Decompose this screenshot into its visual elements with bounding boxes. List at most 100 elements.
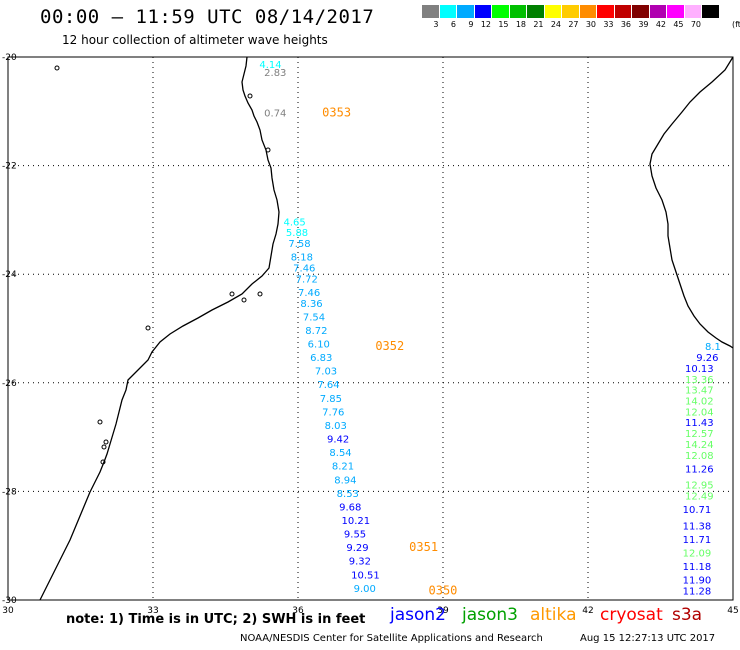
colorbar-label: 24 (550, 20, 561, 29)
colorbar-swatch (474, 5, 492, 18)
wave-height-label: 8.54 (329, 448, 351, 459)
island-outline (97, 419, 103, 425)
pass-time-label: 0353 (322, 106, 351, 120)
wave-height-label: 11.28 (683, 587, 712, 598)
colorbar-swatch (597, 5, 615, 18)
latitude-label: -30 (2, 596, 17, 606)
colorbar-swatch (544, 5, 562, 18)
colorbar-label: 33 (603, 20, 614, 29)
colorbar-swatch (614, 5, 632, 18)
wave-height-label: 9.42 (327, 435, 349, 446)
mozambique-coastline (39, 56, 280, 601)
wave-height-label: 10.21 (342, 516, 371, 527)
satellite-legend-altika: altika (530, 605, 577, 625)
wave-height-label: 9.29 (346, 543, 368, 554)
longitude-label: 30 (2, 606, 14, 616)
colorbar-swatch (579, 5, 597, 18)
wave-height-label: 8.72 (305, 326, 327, 337)
wave-height-label: 8.53 (337, 489, 359, 500)
wave-height-label: 9.55 (344, 530, 366, 541)
wave-height-label: 11.90 (683, 576, 712, 587)
footer-credit: NOAA/NESDIS Center for Satellite Applica… (240, 633, 543, 644)
wave-height-label: 10.51 (351, 570, 380, 581)
wave-height-label: 9.32 (349, 557, 371, 568)
wave-height-label: 8.1 (705, 342, 721, 353)
longitude-label: 36 (292, 606, 304, 616)
wave-height-label: 7.46 (293, 263, 315, 274)
colorbar-swatch (492, 5, 510, 18)
colorbar-swatch (632, 5, 650, 18)
colorbar-label: 36 (620, 20, 631, 29)
wave-height-label: 6.83 (310, 353, 332, 364)
satellite-legend-cryosat: cryosat (600, 605, 663, 625)
wave-height-label: 11.43 (685, 418, 714, 429)
island-outline (54, 65, 60, 71)
wave-height-label: 7.72 (296, 274, 318, 285)
island-outline (145, 325, 151, 331)
colorbar-label: 42 (655, 20, 666, 29)
page-title: 00:00 – 11:59 UTC 08/14/2017 (40, 6, 375, 28)
satellite-legend-jason2: jason2 (390, 605, 446, 625)
wave-height-label: 9.00 (354, 584, 376, 595)
island-outline (241, 297, 247, 303)
wave-height-label: 13.36 (685, 375, 714, 386)
footer-timestamp: Aug 15 12:27:13 UTC 2017 (580, 633, 716, 644)
wave-height-label: 6.10 (308, 340, 330, 351)
wave-height-label: 12.09 (683, 549, 712, 560)
colorbar-label: 12 (480, 20, 491, 29)
colorbar-label: 30 (585, 20, 596, 29)
wave-height-label: 7.58 (288, 239, 310, 250)
colorbar-label: 39 (638, 20, 649, 29)
wave-height-label: 4.65 (284, 217, 306, 228)
longitude-label: 45 (727, 606, 738, 616)
colorbar (422, 5, 720, 18)
wave-height-label: 10.71 (683, 505, 712, 516)
wave-height-label: 14.02 (685, 397, 714, 408)
note-text: note: 1) Time is in UTC; 2) SWH is in fe… (66, 612, 366, 627)
wave-height-label: 7.76 (322, 407, 344, 418)
colorbar-swatch (649, 5, 667, 18)
colorbar-label: 45 (673, 20, 684, 29)
wave-height-label: 13.47 (685, 386, 714, 397)
pass-time-label: 0351 (409, 540, 438, 554)
latitude-label: -22 (2, 162, 17, 172)
satellite-legend-s3a: s3a (672, 605, 703, 625)
latitude-label: -24 (2, 270, 17, 280)
colorbar-swatch (422, 5, 440, 18)
colorbar-labels: 3 6 9 12 15 18 21 24 27 30 33 36 39 42 45 70 (422, 20, 720, 29)
colorbar-swatch (527, 5, 545, 18)
wave-height-label: 10.13 (685, 364, 714, 375)
wave-height-label: 12.08 (685, 451, 714, 462)
colorbar-label: 6 (450, 20, 456, 29)
wave-height-label: 11.38 (683, 521, 712, 532)
colorbar-swatch (457, 5, 475, 18)
colorbar-label: 21 (533, 20, 544, 29)
wave-height-label: 8.18 (291, 253, 313, 264)
wave-height-label: 11.18 (683, 562, 712, 573)
wave-height-label: 8.03 (325, 421, 347, 432)
wave-height-label: 7.46 (298, 288, 320, 299)
satellite-legend-jason3: jason3 (462, 605, 518, 625)
colorbar-label: 3 (433, 20, 439, 29)
colorbar-label: 9 (468, 20, 474, 29)
wave-height-label: 0.74 (264, 109, 286, 120)
island-outline (257, 291, 263, 297)
colorbar-swatch (702, 5, 720, 18)
wave-height-label: 5.88 (286, 228, 308, 239)
island-outline (103, 439, 109, 445)
longitude-label: 42 (582, 606, 593, 616)
wave-height-label: 8.21 (332, 462, 354, 473)
wave-height-label: 7.64 (317, 380, 339, 391)
island-outline (100, 459, 106, 465)
colorbar-label: 18 (515, 20, 526, 29)
wave-height-label: 11.26 (685, 464, 714, 475)
colorbar-swatch (684, 5, 702, 18)
colorbar-label: 70 (690, 20, 701, 29)
wave-height-label: 12.95 (685, 481, 714, 492)
map-frame (7, 56, 734, 601)
wave-height-label: 7.54 (303, 312, 325, 323)
page-subtitle: 12 hour collection of altimeter wave hei… (62, 33, 328, 47)
latitude-label: -26 (2, 379, 17, 389)
